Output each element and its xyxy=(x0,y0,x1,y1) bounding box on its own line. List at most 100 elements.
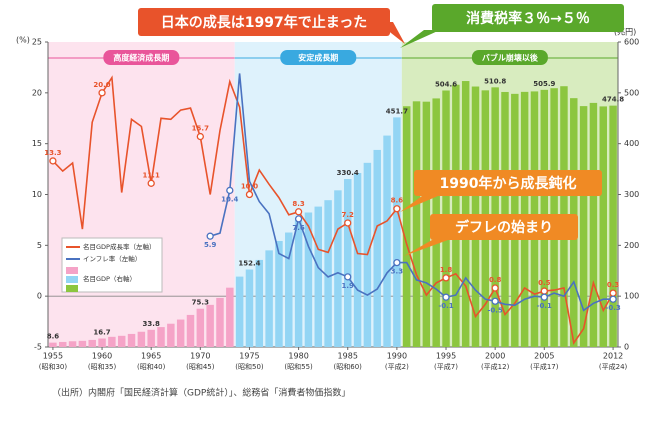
x-tick-label: 1955 xyxy=(43,352,63,361)
x-tick-label: 2012 xyxy=(603,352,623,361)
gdp-bar xyxy=(304,212,313,347)
legend-swatch xyxy=(66,276,78,283)
gdp-value-label: 451.7 xyxy=(386,107,408,115)
y2-unit: (兆円) xyxy=(614,27,636,37)
y-tick-label: 10 xyxy=(32,190,42,199)
point-label: 10.4 xyxy=(221,195,238,203)
gdp-bar xyxy=(402,106,411,348)
gdp-value-label: 474.8 xyxy=(602,96,624,104)
point-marker xyxy=(442,274,450,282)
point-label: 13.3 xyxy=(44,149,61,157)
y-tick-label: 5 xyxy=(37,241,42,250)
gdp-value-label: 16.7 xyxy=(93,329,110,337)
gdp-bar xyxy=(176,319,185,347)
gdp-bar xyxy=(412,101,421,347)
point-label: 8.3 xyxy=(292,200,305,208)
series-line xyxy=(52,75,614,345)
callout-text: 消費税率３％→５％ xyxy=(466,10,590,27)
callout-box xyxy=(138,8,390,36)
y-tick-label: -5 xyxy=(34,343,42,352)
gdp-bar xyxy=(186,314,195,347)
point-marker xyxy=(98,89,106,97)
gdp-bar xyxy=(422,101,431,347)
gdp-bar xyxy=(147,329,155,347)
point-label: 0.8 xyxy=(489,276,502,284)
era-label: 安定成長期 xyxy=(298,53,338,63)
x-tick-sublabel: (平成2) xyxy=(385,362,409,371)
era-label-box xyxy=(471,50,548,65)
point-label: 1.9 xyxy=(342,282,355,290)
gdp-bar xyxy=(314,206,322,347)
gdp-bar xyxy=(235,276,244,347)
era-label-box xyxy=(103,50,180,65)
x-tick-label: 1990 xyxy=(387,352,407,361)
point-marker xyxy=(491,284,499,292)
x-tick-label: 1970 xyxy=(190,352,210,361)
point-marker xyxy=(393,205,401,213)
point-marker xyxy=(226,186,234,195)
y2-tick-label: 400 xyxy=(624,139,639,148)
point-marker xyxy=(245,190,254,199)
gdp-value-label: 505.9 xyxy=(533,80,555,88)
point-label: -0.3 xyxy=(605,304,620,312)
point-label: 5.9 xyxy=(204,241,217,249)
y2-tick-label: 100 xyxy=(624,292,639,301)
callout-text: デフレの始まり xyxy=(455,219,553,236)
gdp-bar xyxy=(196,308,205,347)
gdp-bar xyxy=(344,179,352,347)
x-tick-sublabel: (昭和55) xyxy=(284,362,313,371)
point-marker xyxy=(442,293,450,301)
gdp-bar xyxy=(324,200,332,347)
point-marker xyxy=(540,293,548,301)
x-tick-sublabel: (昭和30) xyxy=(39,362,68,371)
point-marker xyxy=(196,132,204,141)
point-label: 3.3 xyxy=(391,268,404,276)
era-label: バブル崩壊以後 xyxy=(482,53,539,63)
y-unit: (%) xyxy=(16,36,30,45)
gdp-bar xyxy=(59,341,67,347)
point-label: 0.3 xyxy=(607,281,620,289)
x-tick-sublabel: (平成24) xyxy=(599,362,628,371)
gdp-value-label: 152.4 xyxy=(238,260,260,268)
y2-tick-label: 500 xyxy=(624,88,639,97)
callout-box xyxy=(414,170,602,196)
point-marker xyxy=(49,157,57,165)
x-tick-label: 1980 xyxy=(288,352,308,361)
point-label: -0.1 xyxy=(438,302,453,310)
gdp-bar xyxy=(157,327,165,347)
source-note: （出所）内閣府「国民経済計算（GDP統計）」、総務省「消費者物価指数」 xyxy=(52,387,350,399)
gdp-value-label: 504.6 xyxy=(435,80,457,88)
era-label: 高度経済成長期 xyxy=(113,53,169,63)
y2-tick-label: 200 xyxy=(624,241,639,250)
y-tick-label: 0 xyxy=(37,292,42,301)
x-tick-label: 1965 xyxy=(141,352,161,361)
point-marker xyxy=(344,219,352,227)
gdp-bar xyxy=(294,220,303,347)
gdp-bar xyxy=(334,190,342,347)
x-tick-sublabel: (昭和45) xyxy=(186,362,215,371)
gdp-bar xyxy=(353,172,362,347)
point-marker xyxy=(393,258,401,267)
gdp-bar xyxy=(49,342,57,347)
x-tick-label: 1975 xyxy=(239,352,259,361)
gdp-bar xyxy=(167,323,175,347)
point-label: 8.6 xyxy=(391,197,404,205)
callout-pointer xyxy=(400,30,440,48)
point-label: 7.2 xyxy=(342,211,355,219)
point-marker xyxy=(609,289,617,297)
gdp-value-label: 330.4 xyxy=(337,169,359,177)
x-tick-label: 2005 xyxy=(534,352,554,361)
gdp-bar xyxy=(216,297,224,347)
x-tick-sublabel: (昭和50) xyxy=(235,362,264,371)
gdp-value-label: 8.6 xyxy=(47,333,60,341)
y-tick-label: 15 xyxy=(32,139,42,148)
gdp-bar xyxy=(589,102,598,347)
point-marker xyxy=(294,208,303,216)
gdp-bar xyxy=(265,250,273,347)
point-marker xyxy=(609,295,617,303)
gdp-bar xyxy=(108,336,116,347)
point-label: 15.7 xyxy=(192,125,209,133)
point-marker xyxy=(540,287,548,295)
gdp-bar xyxy=(127,333,136,347)
